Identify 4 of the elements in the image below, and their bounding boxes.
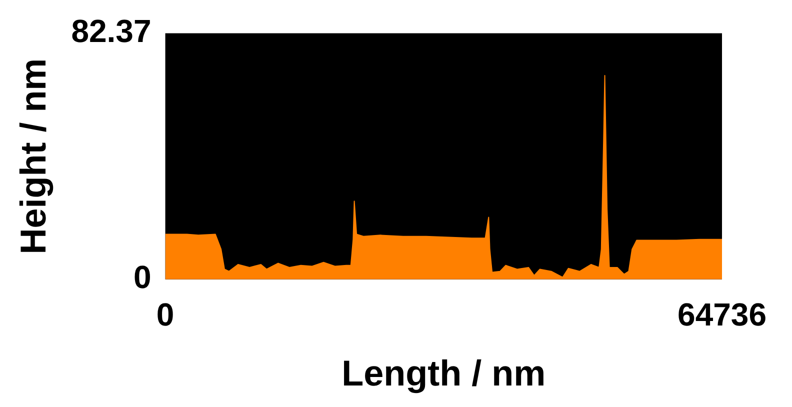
x-tick-label: 64736 (678, 296, 766, 332)
y-tick-label: 82.37 (71, 13, 152, 50)
x-axis-title: Length / nm (342, 352, 546, 394)
y-axis-title: Height / nm (12, 58, 54, 254)
